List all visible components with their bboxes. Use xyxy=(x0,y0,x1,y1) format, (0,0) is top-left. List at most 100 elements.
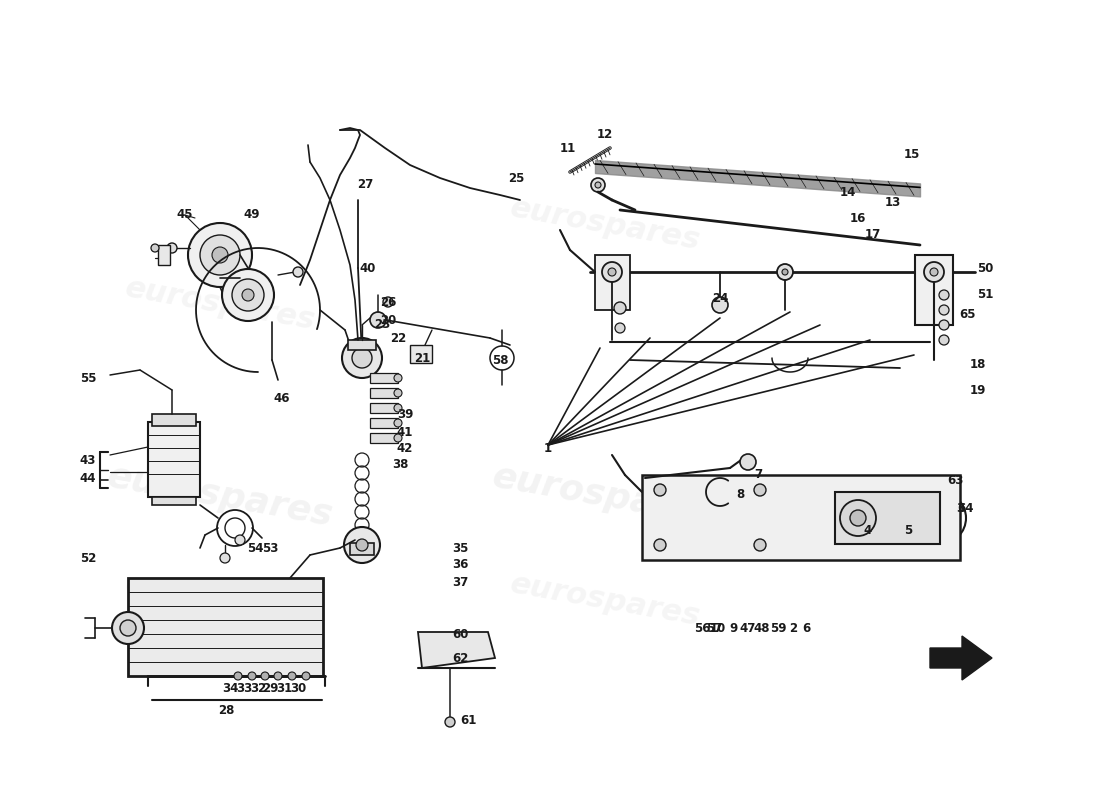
Circle shape xyxy=(242,289,254,301)
Bar xyxy=(370,433,398,443)
Text: 62: 62 xyxy=(452,651,469,665)
Circle shape xyxy=(394,404,402,412)
Circle shape xyxy=(112,612,144,644)
Text: eurospares: eurospares xyxy=(507,569,703,631)
Text: 56: 56 xyxy=(694,622,711,634)
Text: 34: 34 xyxy=(222,682,239,694)
Polygon shape xyxy=(930,636,992,680)
Circle shape xyxy=(342,338,382,378)
Bar xyxy=(152,497,196,505)
Text: 33: 33 xyxy=(235,682,252,694)
Circle shape xyxy=(446,717,455,727)
Circle shape xyxy=(939,320,949,330)
Text: 27: 27 xyxy=(356,178,373,191)
Polygon shape xyxy=(158,245,170,265)
Circle shape xyxy=(212,247,228,263)
Text: 35: 35 xyxy=(452,542,469,554)
Circle shape xyxy=(383,297,393,307)
Text: 45: 45 xyxy=(177,209,194,222)
Text: 38: 38 xyxy=(392,458,408,471)
Text: 15: 15 xyxy=(904,149,921,162)
Text: 36: 36 xyxy=(452,558,469,571)
Circle shape xyxy=(394,434,402,442)
Polygon shape xyxy=(642,475,960,560)
Text: 22: 22 xyxy=(389,331,406,345)
Text: 44: 44 xyxy=(79,471,97,485)
Text: 63: 63 xyxy=(947,474,964,486)
Text: 5: 5 xyxy=(904,523,912,537)
Text: 55: 55 xyxy=(79,371,97,385)
Bar xyxy=(128,578,323,676)
Circle shape xyxy=(120,620,136,636)
Text: 9: 9 xyxy=(730,622,738,634)
Bar xyxy=(595,255,630,310)
Circle shape xyxy=(356,539,369,551)
Circle shape xyxy=(370,312,386,328)
Text: 19: 19 xyxy=(970,383,987,397)
Circle shape xyxy=(939,290,949,300)
Circle shape xyxy=(352,348,372,368)
Circle shape xyxy=(293,267,303,277)
Text: eurospares: eurospares xyxy=(122,569,318,631)
Text: 13: 13 xyxy=(884,195,901,209)
Text: eurospares: eurospares xyxy=(490,459,720,533)
Text: 59: 59 xyxy=(770,622,786,634)
Circle shape xyxy=(394,389,402,397)
Text: 23: 23 xyxy=(374,318,390,331)
Circle shape xyxy=(394,374,402,382)
Text: 51: 51 xyxy=(977,289,993,302)
Circle shape xyxy=(614,302,626,314)
Text: 3: 3 xyxy=(956,502,964,514)
Text: 52: 52 xyxy=(80,551,96,565)
Circle shape xyxy=(777,264,793,280)
Text: 40: 40 xyxy=(360,262,376,274)
Bar xyxy=(370,403,398,413)
Bar xyxy=(915,255,953,325)
Text: 28: 28 xyxy=(218,703,234,717)
Circle shape xyxy=(595,182,601,188)
Text: 21: 21 xyxy=(414,351,430,365)
Text: 26: 26 xyxy=(379,295,396,309)
Text: 31: 31 xyxy=(276,682,293,694)
Text: 61: 61 xyxy=(460,714,476,726)
Bar xyxy=(370,388,398,398)
Circle shape xyxy=(850,510,866,526)
Text: 46: 46 xyxy=(274,391,290,405)
Circle shape xyxy=(924,262,944,282)
Bar xyxy=(350,543,374,555)
Text: 48: 48 xyxy=(754,622,770,634)
Bar xyxy=(152,414,196,426)
Text: 24: 24 xyxy=(712,291,728,305)
Text: 8: 8 xyxy=(736,489,744,502)
Circle shape xyxy=(754,539,766,551)
Circle shape xyxy=(712,297,728,313)
Text: 41: 41 xyxy=(397,426,414,438)
Bar xyxy=(370,418,398,428)
Text: 11: 11 xyxy=(560,142,576,154)
Text: 42: 42 xyxy=(397,442,414,454)
Text: 57: 57 xyxy=(706,622,723,634)
Text: 43: 43 xyxy=(80,454,96,466)
Circle shape xyxy=(188,223,252,287)
Circle shape xyxy=(591,178,605,192)
Bar xyxy=(348,340,376,350)
Circle shape xyxy=(248,672,256,680)
Text: 16: 16 xyxy=(850,211,866,225)
Bar xyxy=(370,373,398,383)
Text: 39: 39 xyxy=(397,409,414,422)
Bar xyxy=(410,345,432,363)
Text: eurospares: eurospares xyxy=(122,273,318,335)
Text: 12: 12 xyxy=(597,129,613,142)
Text: 49: 49 xyxy=(244,209,261,222)
Circle shape xyxy=(840,500,876,536)
Text: 17: 17 xyxy=(865,229,881,242)
Text: eurospares: eurospares xyxy=(104,459,336,533)
Circle shape xyxy=(654,539,666,551)
Text: 25: 25 xyxy=(508,171,525,185)
Text: 14: 14 xyxy=(839,186,856,198)
Text: 32: 32 xyxy=(250,682,266,694)
Circle shape xyxy=(930,268,938,276)
Text: 1: 1 xyxy=(543,442,552,454)
Text: eurospares: eurospares xyxy=(507,193,703,255)
Text: 58: 58 xyxy=(492,354,508,366)
